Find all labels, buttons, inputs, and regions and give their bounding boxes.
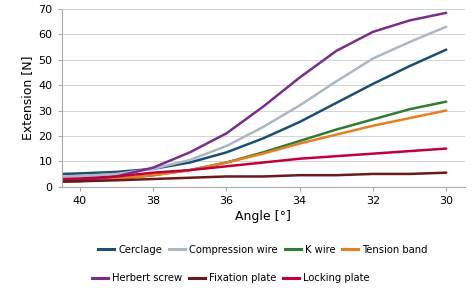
X-axis label: Angle [°]: Angle [°] xyxy=(235,210,291,223)
Y-axis label: Extension [N]: Extension [N] xyxy=(21,56,34,140)
Legend: Herbert screw, Fixation plate, Locking plate: Herbert screw, Fixation plate, Locking p… xyxy=(92,273,370,283)
